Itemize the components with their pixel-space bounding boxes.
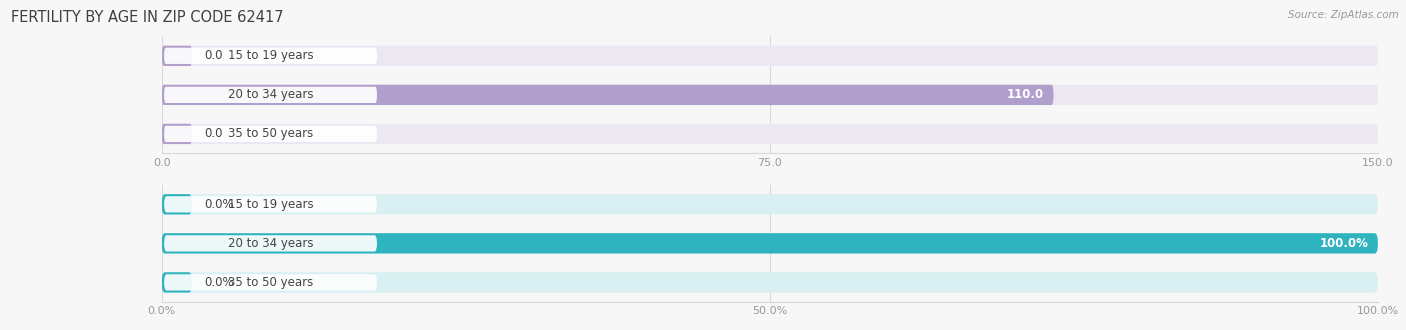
FancyBboxPatch shape [162, 194, 1378, 214]
FancyBboxPatch shape [165, 48, 377, 64]
Text: 15 to 19 years: 15 to 19 years [228, 49, 314, 62]
Text: 100.0%: 100.0% [1319, 237, 1368, 250]
FancyBboxPatch shape [165, 274, 377, 290]
Text: FERTILITY BY AGE IN ZIP CODE 62417: FERTILITY BY AGE IN ZIP CODE 62417 [11, 10, 284, 25]
FancyBboxPatch shape [162, 85, 1378, 105]
FancyBboxPatch shape [162, 272, 1378, 293]
Text: 0.0%: 0.0% [204, 198, 233, 211]
FancyBboxPatch shape [162, 124, 193, 144]
FancyBboxPatch shape [162, 46, 1378, 66]
FancyBboxPatch shape [165, 126, 377, 142]
Text: 15 to 19 years: 15 to 19 years [228, 198, 314, 211]
FancyBboxPatch shape [165, 235, 377, 251]
Text: 0.0%: 0.0% [204, 276, 233, 289]
Text: 20 to 34 years: 20 to 34 years [228, 88, 314, 101]
FancyBboxPatch shape [162, 194, 193, 214]
Text: 0.0: 0.0 [204, 127, 222, 141]
FancyBboxPatch shape [165, 87, 377, 103]
Text: 0.0: 0.0 [204, 49, 222, 62]
FancyBboxPatch shape [165, 196, 377, 213]
Text: 20 to 34 years: 20 to 34 years [228, 237, 314, 250]
FancyBboxPatch shape [162, 233, 1378, 253]
FancyBboxPatch shape [162, 233, 1378, 253]
Text: Source: ZipAtlas.com: Source: ZipAtlas.com [1288, 10, 1399, 20]
FancyBboxPatch shape [162, 272, 193, 293]
FancyBboxPatch shape [162, 46, 193, 66]
Text: 110.0: 110.0 [1007, 88, 1043, 101]
Text: 35 to 50 years: 35 to 50 years [228, 276, 314, 289]
FancyBboxPatch shape [162, 124, 1378, 144]
Text: 35 to 50 years: 35 to 50 years [228, 127, 314, 141]
FancyBboxPatch shape [162, 85, 1053, 105]
